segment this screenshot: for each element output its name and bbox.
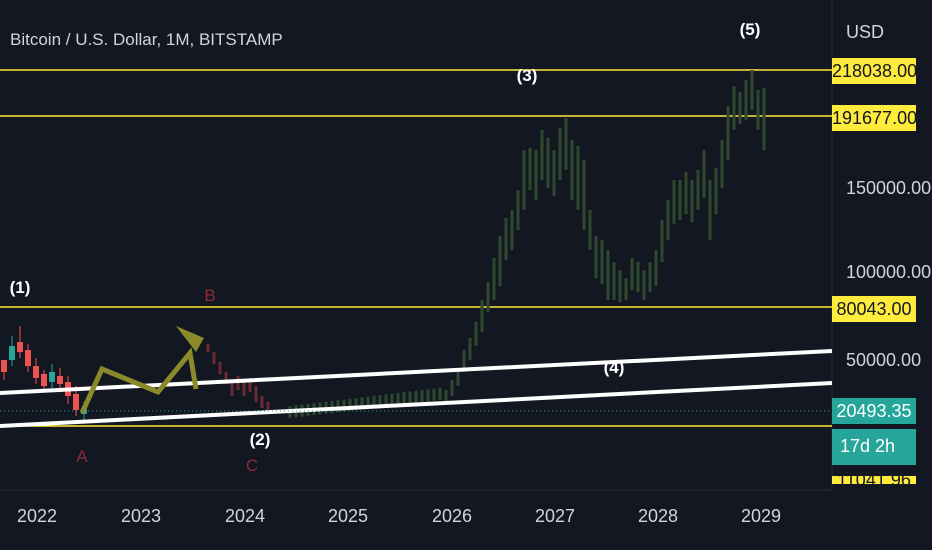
bar-countdown: 17d 2h <box>832 429 916 465</box>
projection-arrowhead <box>176 326 204 352</box>
year-tick-2028: 2028 <box>637 506 679 526</box>
price-tick-50000: 50000.00 <box>846 350 922 370</box>
projection-path[interactable] <box>79 326 204 415</box>
channel-upper-line <box>0 349 833 395</box>
year-tick-2027: 2027 <box>534 506 576 526</box>
current-price-label[interactable]: 20493.35 <box>832 398 916 424</box>
candle-body-2 <box>17 342 23 352</box>
level-label-bottom-partial[interactable]: 11041.96 <box>832 476 916 484</box>
wave-label-4: (4) <box>603 358 625 377</box>
year-tick-2025: 2025 <box>327 506 369 526</box>
price-tick-150000: 150000.00 <box>846 178 932 198</box>
year-tick-2024: 2024 <box>224 506 266 526</box>
symbol-title[interactable]: Bitcoin / U.S. Dollar, 1M, BITSTAMP <box>10 30 283 49</box>
wave-label-2: (2) <box>249 430 271 449</box>
wave-label-5: (5) <box>739 20 761 39</box>
candle-body-0 <box>1 360 7 372</box>
wave-label-A: A <box>76 447 88 466</box>
wave-label-3: (3) <box>516 66 538 85</box>
year-tick-2026: 2026 <box>431 506 473 526</box>
currency-label[interactable]: USD <box>846 22 885 42</box>
price-tick-100000: 100000.00 <box>846 262 932 282</box>
candle-body-9 <box>73 394 79 410</box>
horizontal-levels[interactable] <box>0 69 832 427</box>
level-label-mid[interactable]: 80043.00 <box>832 296 916 322</box>
projection-zigzag <box>79 347 199 415</box>
candle-body-7 <box>57 376 63 384</box>
wave-label-C: C <box>245 456 259 475</box>
wave-4-channel[interactable] <box>0 349 833 428</box>
wave-label-B: B <box>204 286 216 305</box>
candle-body-5 <box>41 374 47 386</box>
year-tick-2022: 2022 <box>16 506 58 526</box>
candle-body-6 <box>49 372 55 382</box>
candle-body-3 <box>25 350 31 366</box>
level-label-second[interactable]: 191677.00 <box>832 105 917 131</box>
year-tick-2023: 2023 <box>120 506 162 526</box>
candle-body-1 <box>9 346 15 360</box>
wave-label-1: (1) <box>9 278 31 297</box>
level-label-top[interactable]: 218038.00 <box>832 58 917 84</box>
year-tick-2029: 2029 <box>740 506 782 526</box>
historical-candles <box>1 326 270 420</box>
channel-lower-line <box>0 381 833 428</box>
candle-body-4 <box>33 366 39 378</box>
